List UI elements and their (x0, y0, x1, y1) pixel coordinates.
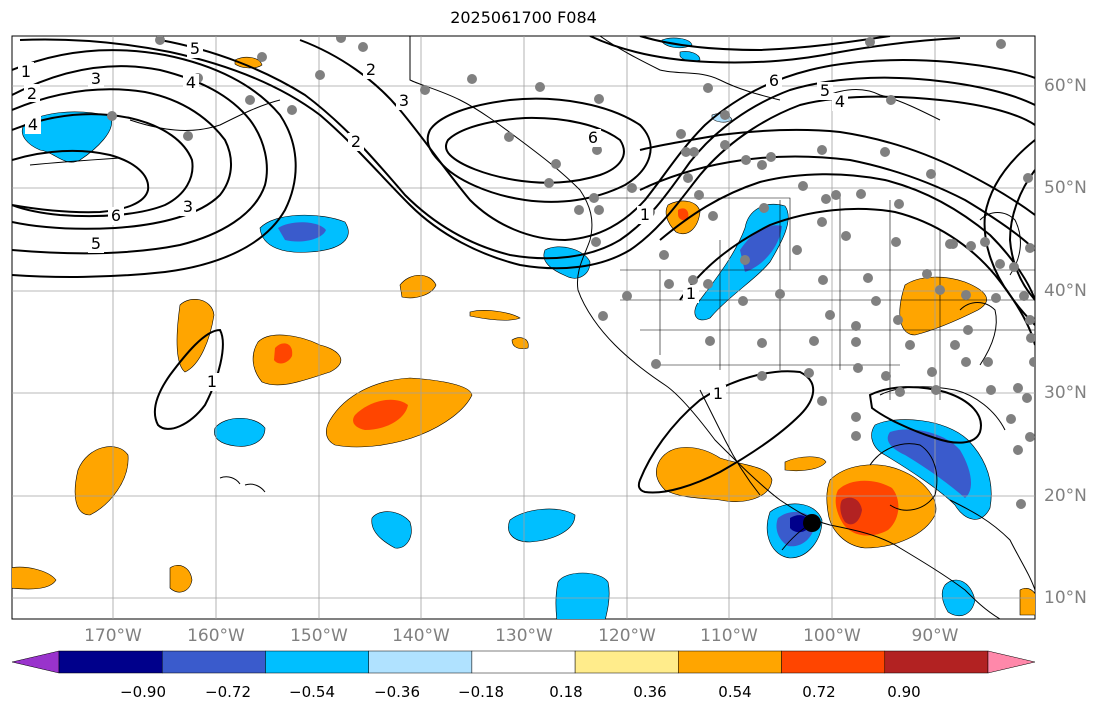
contour-label: 3 (183, 197, 193, 216)
contour-label: 6 (588, 128, 598, 147)
lat-label: 50°N (1044, 178, 1087, 198)
colorbar-tick-label: 0.36 (633, 683, 667, 701)
lon-label: 110°W (700, 626, 758, 646)
fill-pos-sw2 (169, 565, 193, 593)
contour-label: 3 (91, 69, 101, 88)
contour-labels: 1 2 3 4 5 6 2 3 4 5 6 2 3 6 5 4 1 1 1 1 (18, 39, 848, 403)
colorbar-tick-label: 0.72 (802, 683, 836, 701)
lat-label: 40°N (1044, 281, 1087, 301)
lat-label: 20°N (1044, 486, 1087, 506)
colorbar-tick-label: −0.18 (458, 683, 504, 701)
fill-neg-rightedge (1019, 587, 1035, 616)
lon-label: 140°W (392, 626, 450, 646)
map-title: 2025061700 F084 (450, 8, 597, 27)
fill-pos-sw (74, 446, 129, 516)
lat-label: 60°N (1044, 76, 1087, 96)
contour-label: 2 (27, 84, 37, 103)
contour-label: 1 (686, 284, 696, 303)
contour-label: 1 (21, 62, 31, 81)
colorbar-tick-label: −0.36 (374, 683, 420, 701)
contour-label: 5 (91, 234, 101, 253)
colorbar-tick-label: −0.90 (120, 683, 166, 701)
lon-label: 160°W (187, 626, 245, 646)
contour-label: 4 (186, 73, 196, 92)
fill-pos-small-2 (469, 310, 521, 321)
fill-pos-top (234, 56, 263, 69)
contour-label: 2 (351, 132, 361, 151)
contour-label: 1 (640, 205, 650, 224)
fill-neg-center (508, 508, 576, 543)
lat-label: 10°N (1044, 588, 1087, 608)
contour-label: 1 (713, 384, 723, 403)
contour-label: 4 (28, 115, 38, 134)
fill-neg-bottom (555, 572, 610, 619)
fill-pos-mexico2 (784, 456, 827, 472)
colorbar-tick-label: 0.54 (718, 683, 752, 701)
lat-label: 30°N (1044, 383, 1087, 403)
contour-label: 4 (835, 92, 845, 111)
lon-label: 100°W (803, 626, 861, 646)
contour-label: 5 (820, 81, 830, 100)
station-dots (107, 36, 1035, 509)
colorbar-tick-label: 0.90 (887, 683, 921, 701)
fill-neg-top-right2 (679, 51, 701, 62)
colorbar-tick-label: −0.72 (205, 683, 251, 701)
fill-neg-sw (371, 511, 412, 549)
lon-label: 170°W (84, 626, 142, 646)
lon-label: 130°W (495, 626, 553, 646)
contour-label: 1 (207, 372, 217, 391)
lon-label: 120°W (598, 626, 656, 646)
lat-lon-grid (12, 36, 1035, 619)
contour-label: 5 (190, 39, 200, 58)
colorbar-tick-label: −0.54 (289, 683, 335, 701)
colorbar-tick-label: 0.18 (549, 683, 583, 701)
fill-neg-aleutian (21, 111, 112, 163)
contour-label: 6 (111, 206, 121, 225)
lon-label: 90°W (911, 626, 959, 646)
contour-label: 3 (399, 91, 409, 110)
fill-neg-hawaii (214, 417, 266, 447)
contour-label: 2 (366, 60, 376, 79)
lon-label: 150°W (290, 626, 348, 646)
contour-label: 6 (769, 71, 779, 90)
fill-pos-left (12, 566, 57, 590)
fill-pos-small-1 (399, 274, 437, 299)
